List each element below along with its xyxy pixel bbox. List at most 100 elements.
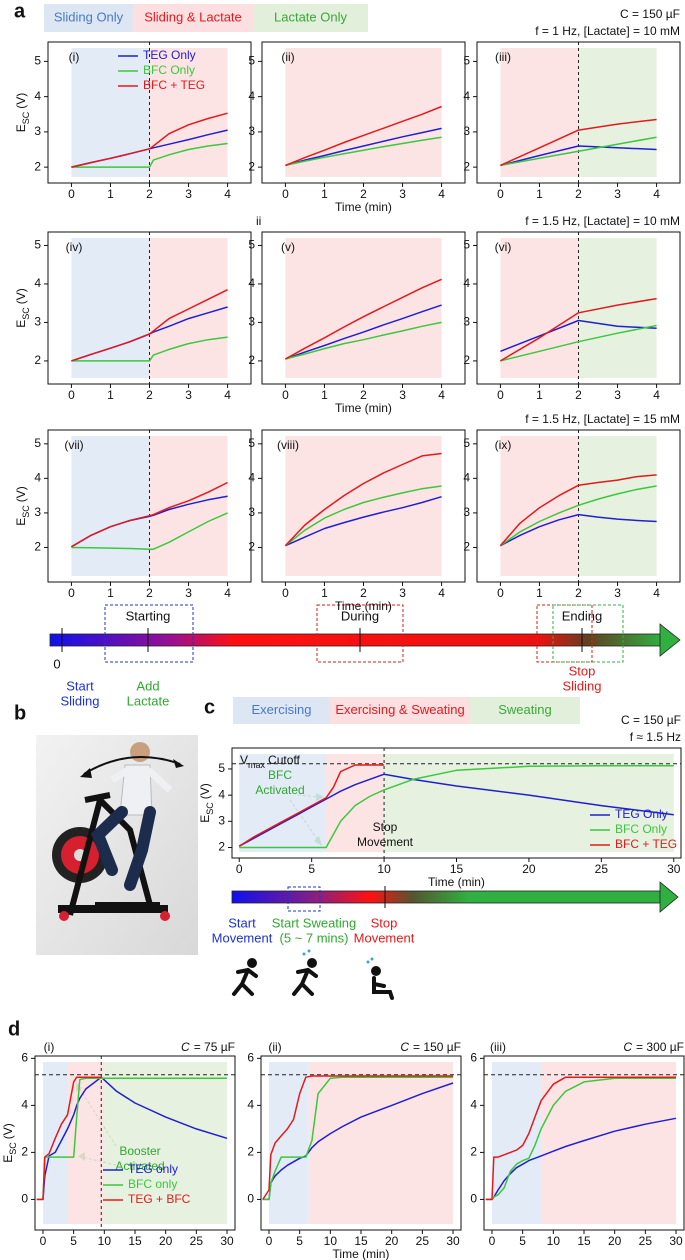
x-tick-label: 15: [354, 1234, 368, 1248]
condition-note: C = 300 µF: [623, 1040, 684, 1054]
phase-region: [149, 436, 228, 576]
y-tick-label: 2: [463, 353, 470, 367]
legend-label: BFC Only: [143, 63, 195, 77]
y-tick-label: 6: [470, 1051, 477, 1065]
y-axis-title-main: E: [14, 320, 28, 328]
timeline-arrow: [659, 623, 681, 657]
y-tick-label: 2: [218, 840, 225, 854]
x-axis-title: Time (min): [428, 875, 485, 889]
condition-symbol: C: [400, 1040, 409, 1054]
x-tick-label: 2: [575, 388, 582, 402]
phase-label: Sliding & Lactate: [144, 9, 242, 24]
y-tick-label: 4: [21, 1098, 28, 1112]
series-line: [71, 512, 228, 550]
legend-label: BFC + TEG: [615, 837, 677, 851]
timeline-bar: [49, 633, 663, 647]
legend-label: TEG Only: [143, 48, 196, 62]
series-line: [500, 136, 657, 167]
x-tick-label: 0: [282, 187, 289, 201]
series-line: [485, 1076, 676, 1201]
phase-region: [326, 754, 385, 852]
timeline-label: Sliding: [562, 678, 601, 693]
cutoff-label-unit: Cutoff: [268, 753, 300, 767]
y-axis-title: ESC (V): [14, 486, 31, 526]
phase-region: [384, 754, 674, 852]
condition-note: C = 75 µF: [181, 1040, 235, 1054]
phase-region: [578, 238, 657, 378]
phase-box: [552, 604, 624, 663]
y-tick-label: 4: [470, 1098, 477, 1112]
series-line: [71, 289, 228, 362]
phase-box: [233, 697, 330, 724]
x-tick-label: 10: [324, 1234, 338, 1248]
x-tick-label: 3: [399, 187, 406, 201]
series-line: [285, 321, 442, 360]
series-line: [36, 1076, 102, 1201]
y-tick-label: 0: [21, 1192, 28, 1206]
y-tick-label: 3: [248, 505, 255, 519]
series-line: [500, 319, 657, 352]
timeline-bar: [231, 890, 663, 904]
timeline-a: [49, 604, 681, 663]
y-tick-label: 3: [463, 124, 470, 138]
x-tick-label: 4: [224, 187, 231, 201]
annotation: Activated: [255, 783, 304, 797]
y-tick-label: 5: [34, 54, 41, 68]
y-tick-label: 5: [248, 54, 255, 68]
series-line: [284, 452, 442, 547]
y-axis-title-main: E: [14, 124, 28, 132]
y-tick-label: 4: [463, 276, 470, 290]
condition-note: f = 1.5 Hz, [Lactate] = 10 mM: [525, 214, 680, 228]
x-tick-label: 25: [190, 1234, 204, 1248]
phase-region: [71, 436, 150, 576]
x-tick-label: 0: [282, 586, 289, 600]
series-line: [285, 278, 442, 360]
cutoff-label: Vmax Cutoff: [240, 753, 300, 770]
panel-index: (vi): [495, 240, 512, 254]
condition-note: f = 1 Hz, [Lactate] = 10 mM: [535, 24, 680, 38]
timeline-label: Movement: [212, 930, 273, 945]
timeline-label: Lactate: [127, 693, 170, 708]
panel-index: (vii): [64, 438, 83, 452]
series-line: [239, 765, 674, 849]
series-line: [36, 1076, 228, 1201]
phase-box: [470, 697, 580, 724]
condition-note: f ≈ 1.5 Hz: [630, 730, 681, 744]
activity-icons: [232, 949, 394, 1000]
x-tick-label: 2: [360, 388, 367, 402]
timeline-c: [231, 881, 679, 913]
series-line: [500, 324, 657, 362]
series-line: [238, 764, 385, 847]
panel-index: (i): [44, 1040, 55, 1054]
annotation: BFC: [268, 768, 292, 782]
phase-region: [285, 48, 442, 177]
annotation: Activated: [115, 1159, 164, 1173]
timeline-label: Movement: [354, 930, 415, 945]
y-tick-label: 6: [21, 1051, 28, 1065]
phase-region: [491, 1062, 542, 1224]
x-tick-label: 25: [595, 862, 609, 876]
y-tick-label: 5: [463, 238, 470, 252]
legend-label: TEG Only: [615, 807, 668, 821]
x-tick-label: 0: [497, 187, 504, 201]
x-tick-label: 30: [446, 1234, 460, 1248]
y-tick-label: 3: [463, 315, 470, 329]
x-tick-label: 0: [497, 388, 504, 402]
x-tick-label: 1: [321, 187, 328, 201]
y-tick-label: 2: [248, 540, 255, 554]
y-tick-label: 3: [34, 505, 41, 519]
x-tick-label: 10: [98, 1234, 112, 1248]
phase-region: [578, 48, 657, 177]
x-tick-label: 0: [40, 1234, 47, 1248]
x-tick-label: 3: [185, 388, 192, 402]
series-line: [485, 1117, 677, 1201]
x-tick-label: 0: [497, 586, 504, 600]
y-tick-label: 6: [247, 1051, 254, 1065]
panel-index: (iii): [495, 50, 511, 64]
x-tick-label: 3: [399, 388, 406, 402]
condition-symbol: C: [623, 1040, 632, 1054]
y-tick-label: 3: [248, 124, 255, 138]
y-tick-label: 2: [463, 540, 470, 554]
phase-label: Lactate Only: [274, 9, 347, 24]
legend-label: BFC + TEG: [143, 78, 205, 92]
